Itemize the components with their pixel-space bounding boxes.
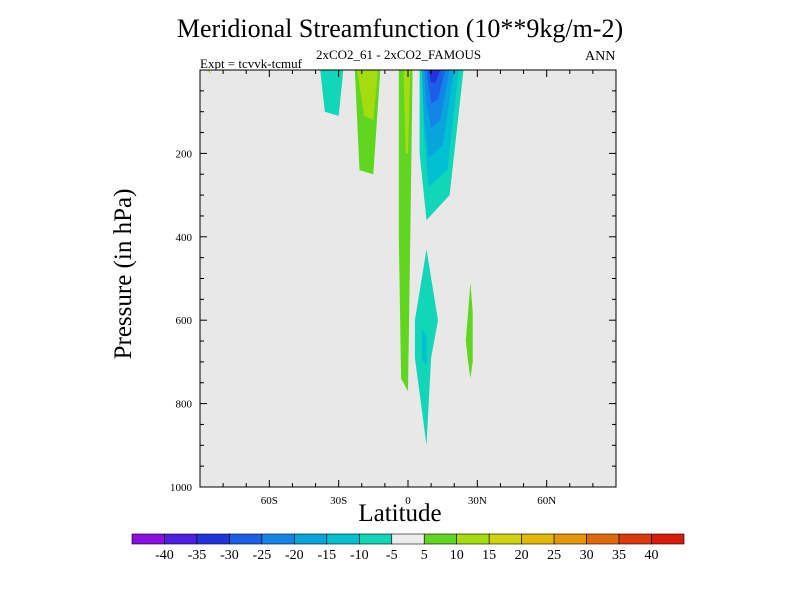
colorbar-label: -20	[285, 548, 304, 563]
colorbar-label: 15	[482, 548, 496, 563]
colorbar-label: 30	[580, 548, 594, 563]
colorbar-label: -5	[386, 548, 398, 563]
colorbar-label: 35	[612, 548, 626, 563]
contour-region-14	[428, 70, 441, 83]
x-tick-label: 30N	[468, 495, 487, 507]
colorbar-swatch	[261, 533, 295, 545]
y-tick-label: 1000	[170, 482, 193, 494]
contour-region-1	[320, 70, 344, 116]
x-tick-label: 60N	[537, 495, 556, 507]
contour-region-5	[403, 70, 411, 154]
colorbar-label: 40	[645, 548, 659, 563]
colorbar-swatch	[294, 533, 328, 545]
colorbar-swatch	[586, 533, 620, 545]
colorbar-swatch	[521, 533, 555, 545]
y-tick-label: 800	[176, 399, 193, 411]
difference-label: 2xCO2_61 - 2xCO2_FAMOUS	[316, 47, 482, 62]
colorbar-label: 20	[515, 548, 529, 563]
colorbar-swatch	[553, 533, 587, 545]
colorbar-label: -40	[155, 548, 174, 563]
x-tick-label: 30S	[330, 495, 347, 507]
x-tick-label: 60S	[261, 495, 278, 507]
colorbar-swatch	[164, 533, 198, 545]
colorbar-label: 25	[547, 548, 561, 563]
contour-region-0	[206, 70, 212, 75]
x-tick-label: 0	[405, 495, 411, 507]
y-tick-label: 400	[176, 232, 193, 244]
season-label: ANN	[585, 49, 616, 64]
colorbar-swatch	[358, 533, 393, 545]
y-axis-label: Pressure (in hPa)	[110, 188, 137, 360]
y-tick-label: 200	[176, 148, 193, 160]
contour-region-3	[357, 70, 378, 120]
colorbar-swatch	[391, 533, 425, 545]
colorbar-swatch	[423, 533, 458, 545]
colorbar-label: -35	[188, 548, 207, 563]
colorbar-swatch	[456, 533, 490, 545]
colorbar-swatch	[196, 533, 230, 545]
colorbar-swatch	[131, 533, 165, 545]
colorbar-swatch	[488, 533, 522, 545]
x-axis-label: Latitude	[358, 500, 442, 527]
contour-region-4	[398, 70, 413, 392]
colorbar-swatch	[326, 533, 360, 545]
colorbar-label: -30	[220, 548, 239, 563]
colorbar-label: 5	[421, 548, 428, 563]
colorbar-swatch	[618, 533, 652, 545]
contour-region-8	[465, 282, 473, 379]
colorbar-label: 10	[450, 548, 464, 563]
contour-region-7	[421, 328, 427, 367]
colorbar-label: -25	[253, 548, 272, 563]
chart-title: Meridional Streamfunction (10**9kg/m-2)	[176, 14, 624, 43]
y-tick-label: 600	[176, 315, 193, 327]
experiment-label: Expt = tcvvk-tcmuf	[200, 56, 302, 71]
colorbar-swatch	[229, 533, 263, 545]
colorbar-swatch	[651, 533, 685, 545]
colorbar-label: -15	[317, 548, 336, 563]
colorbar-label: -10	[350, 548, 369, 563]
